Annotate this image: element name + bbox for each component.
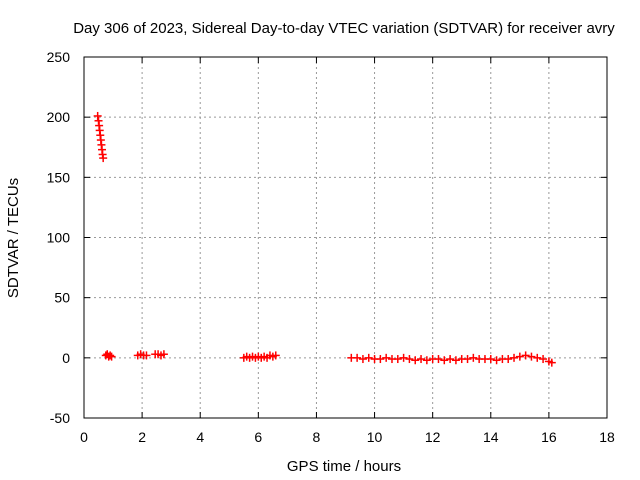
data-point — [411, 356, 420, 365]
y-tick-label: 150 — [47, 169, 71, 185]
data-point — [446, 355, 455, 364]
data-point — [510, 353, 519, 362]
x-axis-title: GPS time / hours — [287, 458, 401, 475]
data-point — [521, 351, 530, 360]
data-point — [434, 355, 443, 364]
data-point — [271, 351, 280, 360]
x-tick-label: 18 — [599, 429, 615, 445]
y-tick-label: 0 — [62, 350, 70, 366]
data-point — [547, 358, 556, 367]
data-point — [376, 355, 385, 364]
y-tick-label: 100 — [47, 230, 71, 246]
data-point — [107, 352, 116, 361]
data-point — [527, 352, 536, 361]
x-tick-label: 8 — [313, 429, 321, 445]
data-point — [440, 356, 449, 365]
data-point — [399, 353, 408, 362]
x-tick-label: 4 — [196, 429, 204, 445]
data-point — [99, 154, 108, 163]
data-point — [393, 355, 402, 364]
x-tick-label: 6 — [254, 429, 262, 445]
chart-title: Day 306 of 2023, Sidereal Day-to-day VTE… — [73, 20, 615, 37]
data-point — [486, 355, 495, 364]
y-tick-label: -50 — [50, 410, 70, 426]
axis-ticks: 0 2 4 6 8 10 12 14 16 18 -50 0 50 100 150 200 250 — [47, 49, 615, 445]
data-point — [142, 351, 151, 360]
data-point — [492, 356, 501, 365]
x-tick-label: 10 — [367, 429, 383, 445]
data-point — [504, 355, 513, 364]
data-point — [364, 353, 373, 362]
data-point — [382, 353, 391, 362]
data-point — [463, 355, 472, 364]
data-point — [159, 350, 168, 359]
grid-lines — [84, 57, 607, 418]
data-point — [358, 355, 367, 364]
x-tick-label: 14 — [483, 429, 499, 445]
x-tick-label: 16 — [541, 429, 557, 445]
x-tick-label: 0 — [80, 429, 88, 445]
data-point — [106, 351, 115, 360]
data-point — [539, 355, 548, 364]
data-point — [533, 353, 542, 362]
data-point — [93, 111, 102, 120]
y-tick-label: 200 — [47, 109, 71, 125]
x-tick-label: 2 — [138, 429, 146, 445]
data-series — [93, 111, 556, 367]
y-tick-label: 50 — [54, 290, 70, 306]
y-axis-title: SDTVAR / TECUs — [5, 178, 22, 298]
data-point — [405, 355, 414, 364]
data-point — [469, 353, 478, 362]
data-point — [353, 353, 362, 362]
x-tick-label: 12 — [425, 429, 441, 445]
y-tick-label: 250 — [47, 49, 71, 65]
data-point — [417, 355, 426, 364]
data-point — [515, 352, 524, 361]
data-point — [451, 356, 460, 365]
data-point — [422, 356, 431, 365]
